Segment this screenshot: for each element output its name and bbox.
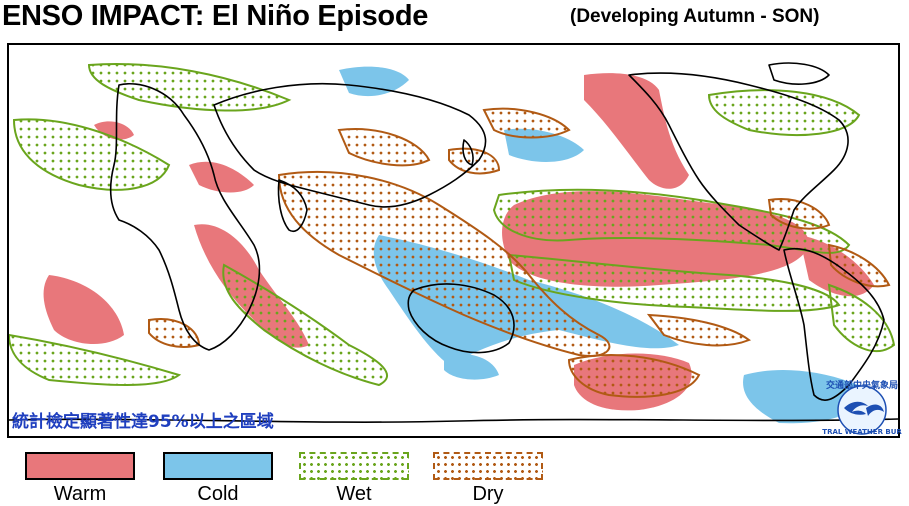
legend-label-cold: Cold — [197, 483, 239, 505]
cwb-logo: 交通部中央氣象局 CENTRAL WEATHER BUREAU — [822, 378, 902, 436]
dry-region-atlantic — [827, 243, 891, 288]
legend-swatch-warm — [25, 452, 135, 480]
cwb-logo-text-zh: 交通部中央氣象局 — [826, 379, 898, 391]
cwb-logo-text: 交通部中央氣象局 CENTRAL WEATHER BUREAU — [822, 379, 902, 436]
wet-region-eurasia-north — [87, 63, 292, 112]
legend-item-dry: Dry — [428, 448, 548, 506]
dry-region-north-pacific — [482, 107, 571, 139]
significance-note: 統計檢定顯著性達95%以上之區域 — [12, 412, 274, 432]
warm-region-north-atlantic — [189, 161, 254, 193]
coast-europe-africa — [109, 83, 261, 351]
dry-region-indian — [148, 318, 201, 348]
wet-region-west-pacific — [492, 188, 851, 254]
page-subtitle: (Developing Autumn - SON) — [570, 6, 820, 27]
legend-item-wet: Wet — [294, 448, 414, 506]
legend-swatch-wet — [299, 452, 409, 480]
legend-swatch-dry — [433, 452, 543, 480]
dry-region-maritime-continent — [277, 170, 611, 357]
cwb-logo-icon — [837, 385, 887, 435]
dry-region-america — [767, 198, 831, 230]
dry-region-southern-pacific — [646, 313, 752, 347]
legend-item-cold: Cold — [158, 448, 278, 506]
dry-region-south-pacific — [567, 354, 701, 398]
coast-south-america — [783, 247, 885, 401]
coast-australia — [407, 283, 515, 354]
wet-region-north-america — [707, 89, 861, 136]
wet-region-south-america — [827, 283, 896, 352]
coast-japan — [462, 139, 474, 166]
legend-label-warm: Warm — [53, 483, 107, 505]
wet-region-africa — [12, 118, 171, 191]
page-title: ENSO IMPACT: El Niño Episode — [2, 0, 429, 32]
coast-asia — [213, 82, 487, 208]
coast-north-america — [628, 72, 849, 251]
world-map — [7, 43, 900, 438]
wet-region-southern — [9, 333, 182, 386]
warm-region-north-pacific — [584, 73, 689, 189]
legend-label-dry: Dry — [472, 483, 504, 505]
cold-region-indian — [444, 353, 499, 380]
cwb-logo-text-en: CENTRAL WEATHER BUREAU — [822, 428, 902, 436]
cold-region-siberia — [339, 66, 409, 97]
coast-india — [277, 179, 308, 232]
coast-antarctica — [9, 418, 898, 423]
coastlines — [9, 62, 898, 423]
wet-regions — [9, 63, 896, 387]
map-canvas — [9, 62, 898, 424]
wet-region-indian-east — [222, 263, 388, 387]
legend-swatch-cold — [163, 452, 273, 480]
dry-regions — [148, 107, 891, 398]
dry-region-east-asia — [337, 128, 431, 167]
dry-region-central-pacific — [448, 147, 501, 175]
legend-item-warm: Warm — [20, 448, 140, 506]
legend: Warm Cold Wet Dry — [0, 448, 909, 505]
legend-label-wet: Wet — [336, 483, 372, 505]
warm-region-africa-south — [43, 275, 124, 345]
coast-greenland — [768, 62, 830, 85]
